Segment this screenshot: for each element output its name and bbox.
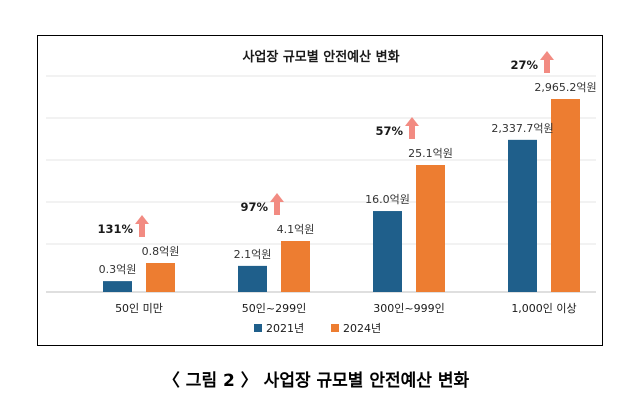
legend-label-2021: 2021년	[266, 322, 304, 335]
growth-arrow-icon	[135, 215, 149, 237]
category-labels: 50인 미만 50인~299인 300인~999인 1,000인 이상	[115, 302, 577, 315]
bar-2021-2	[373, 211, 402, 292]
legend-label-2024: 2024년	[343, 322, 381, 335]
growth-label-2: 57%	[375, 124, 403, 138]
growth-arrow-icon	[405, 117, 419, 139]
legend: 2021년 2024년	[254, 322, 381, 335]
bar-2024-3	[551, 99, 580, 292]
legend-swatch-2024	[331, 324, 339, 332]
chart-frame: 사업장 규모별 안전예산 변화 0.3억원 0.8억원 2.1억원 4.1억원 16.0…	[37, 35, 603, 346]
data-label-2024-2: 25.1억원	[408, 147, 453, 160]
category-label-2: 300인~999인	[373, 302, 444, 315]
growth-label-3: 27%	[510, 58, 538, 72]
bars	[103, 99, 580, 292]
growth-arrow-icon	[270, 193, 284, 215]
legend-swatch-2021	[254, 324, 262, 332]
growth-label-1: 97%	[240, 200, 268, 214]
growth-annotations: 131% 97% 57% 27%	[97, 51, 554, 237]
data-label-2024-3: 2,965.2억원	[534, 81, 596, 94]
data-label-2021-0: 0.3억원	[99, 263, 137, 276]
category-label-3: 1,000인 이상	[511, 302, 576, 315]
bar-2021-1	[238, 265, 267, 292]
value-labels: 0.3억원 0.8억원 2.1억원 4.1억원 16.0억원 25.1억원 2,337.7억…	[99, 81, 597, 276]
growth-arrow-icon	[540, 51, 554, 73]
data-label-2024-0: 0.8억원	[142, 245, 180, 258]
category-label-0: 50인 미만	[115, 302, 163, 315]
bar-2021-3	[508, 139, 537, 292]
category-label-1: 50인~299인	[242, 302, 306, 315]
bar-chart: 사업장 규모별 안전예산 변화 0.3억원 0.8억원 2.1억원 4.1억원 16.0…	[46, 49, 597, 335]
bar-2021-0	[103, 281, 132, 292]
data-label-2021-2: 16.0억원	[365, 193, 410, 206]
data-label-2021-1: 2.1억원	[234, 248, 272, 261]
data-label-2021-3: 2,337.7억원	[491, 122, 553, 135]
growth-label-0: 131%	[97, 222, 133, 236]
bar-2024-0	[146, 263, 175, 292]
bar-2024-1	[281, 241, 310, 292]
figure-caption: 〈 그림 2 〉 사업장 규모별 안전예산 변화	[162, 371, 470, 391]
bar-2024-2	[416, 165, 445, 292]
data-label-2024-1: 4.1억원	[277, 223, 315, 236]
chart-title: 사업장 규모별 안전예산 변화	[242, 49, 399, 65]
gridlines	[46, 75, 596, 293]
